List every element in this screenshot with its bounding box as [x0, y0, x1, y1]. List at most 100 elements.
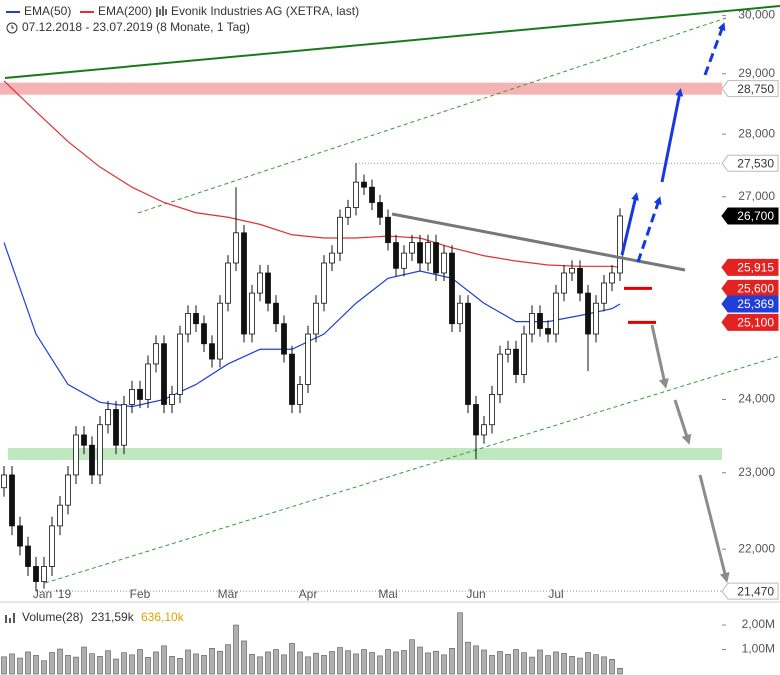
volume-bar	[457, 612, 463, 675]
candle-body	[137, 389, 143, 400]
volume-bar	[201, 655, 207, 675]
candle-body	[193, 313, 199, 325]
candle-body	[121, 404, 127, 446]
price-tag-shape	[721, 279, 779, 297]
candle-body	[401, 252, 407, 269]
price-tag-label: 28,750	[737, 82, 774, 96]
x-tick-label: Apr	[299, 587, 318, 601]
chart-subtitle: 07.12.2018 - 23.07.2019 (8 Monate, 1 Tag…	[22, 20, 250, 34]
volume-bar	[257, 656, 263, 675]
candle-body	[273, 302, 279, 325]
volume-bar	[161, 645, 167, 675]
candle-body	[257, 272, 263, 294]
volume-legend: Volume(28) 231,59k 636,10k	[5, 610, 185, 624]
candle-body	[225, 262, 231, 304]
volume-bar	[57, 648, 63, 675]
channel-upper	[137, 17, 727, 214]
volume-bar	[401, 650, 407, 675]
y-tick-label: 29,000	[738, 66, 775, 80]
volume-bar	[345, 650, 351, 675]
candle-body	[1, 474, 7, 489]
x-tick-label: Jun	[466, 587, 485, 601]
channel-lower	[44, 355, 780, 584]
candle-body	[305, 333, 311, 385]
price-tag-shape	[721, 313, 779, 331]
resistance-zone	[0, 82, 722, 95]
candle-body	[497, 353, 503, 395]
volume-bar	[305, 656, 311, 675]
volume-bar	[585, 652, 591, 675]
volume-bar	[241, 640, 247, 675]
arrow	[703, 22, 726, 76]
candle-body	[345, 207, 351, 218]
y-tick-label: 24,000	[738, 392, 775, 406]
volume-bar	[153, 651, 159, 675]
candle-body	[9, 474, 15, 527]
volume-bar	[473, 645, 479, 675]
candle-body	[281, 323, 287, 355]
candle-body	[153, 343, 159, 365]
candle-body	[249, 292, 255, 335]
background-layer	[8, 448, 722, 460]
price-tag: 25,369	[721, 295, 779, 313]
volume-bar	[65, 655, 71, 675]
candle-body	[145, 363, 151, 400]
volume-bar	[81, 646, 87, 675]
header: EMA(50) EMA(200) Evonik Industries AG (X…	[0, 0, 360, 36]
candle-body	[353, 181, 359, 209]
level-lines	[0, 82, 722, 592]
volume-bar	[561, 653, 567, 675]
candle-body	[81, 434, 87, 446]
candle-body	[369, 186, 375, 203]
candle-body	[377, 202, 383, 218]
price-tag-label: 25,100	[737, 315, 774, 329]
volume-bar	[465, 641, 471, 675]
candle-body	[449, 252, 455, 325]
volume-bar	[9, 653, 15, 675]
arrow	[650, 324, 669, 389]
candle-body	[185, 313, 191, 335]
volume-bar	[601, 656, 607, 675]
candle-body	[617, 215, 623, 274]
long-trend-line	[4, 5, 780, 79]
volume-bar	[33, 655, 39, 675]
candle-body	[321, 262, 327, 304]
candle-body	[513, 348, 519, 375]
x-tick-label: Jul	[548, 587, 563, 601]
volume-label: Volume(28)	[22, 610, 83, 624]
x-tick-label: Feb	[130, 587, 151, 601]
candle-body	[241, 232, 247, 335]
volume-value: 231,59k	[91, 610, 135, 624]
candle-body	[169, 394, 175, 405]
volume-bar	[553, 651, 559, 675]
volume-bar	[537, 649, 543, 675]
x-tick-label: Jan '19	[33, 587, 72, 601]
volume-bar	[249, 654, 255, 675]
candle-body	[161, 343, 167, 405]
candle-body	[233, 232, 239, 264]
volume-bar	[513, 649, 519, 675]
candle-body	[457, 302, 463, 325]
arrow	[660, 88, 684, 183]
candle-body	[409, 242, 415, 254]
volume-bar	[169, 656, 175, 675]
volume-bar	[217, 650, 223, 675]
y-tick-label: 28,000	[738, 126, 775, 140]
candle-body	[361, 181, 367, 188]
volume-bar	[545, 655, 551, 675]
volume-icon	[5, 613, 15, 623]
volume-bar	[377, 655, 383, 675]
volume-bar	[113, 658, 119, 675]
candle-body	[329, 252, 335, 264]
price-tag: 25,100	[721, 313, 779, 331]
volume-bar	[209, 647, 215, 675]
volume-bar	[321, 655, 327, 675]
candle-body	[529, 313, 535, 335]
volume-bar	[353, 653, 359, 675]
volume-bar	[329, 651, 335, 675]
price-tag-label: 27,530	[737, 156, 774, 170]
volume-bar	[489, 655, 495, 675]
volume-bar	[289, 643, 295, 675]
